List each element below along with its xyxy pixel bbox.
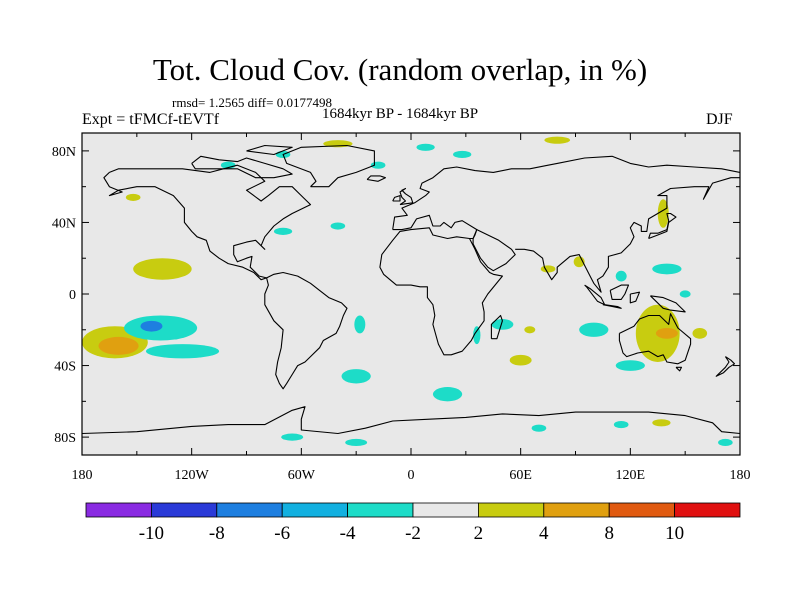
anomaly-patch xyxy=(692,327,708,339)
x-tick-label: 120W xyxy=(175,468,210,483)
colorbar-label: 8 xyxy=(604,523,614,544)
y-tick-label: 80N xyxy=(52,145,76,160)
x-tick-label: 180 xyxy=(72,468,93,483)
colorbar-label: -8 xyxy=(209,523,225,544)
anomaly-patch xyxy=(330,222,346,230)
anomaly-patch xyxy=(579,322,609,337)
anomaly-patch xyxy=(432,387,463,402)
coastline xyxy=(490,314,503,340)
colorbar-label: -4 xyxy=(340,523,356,544)
anomaly-patch xyxy=(281,433,304,441)
colorbar-label: 2 xyxy=(474,523,484,544)
coastline xyxy=(715,356,736,377)
anomaly-patch xyxy=(544,136,571,144)
anomaly-patch xyxy=(453,150,472,159)
period-label: 1684kyr BP - 1684kyr BP xyxy=(322,106,479,122)
plot-title: Tot. Cloud Cov. (random overlap, in %) xyxy=(152,52,648,87)
coastline xyxy=(515,177,740,293)
coastline xyxy=(103,164,312,281)
anomaly-patch xyxy=(509,354,532,366)
x-tick-label: 180 xyxy=(730,468,751,483)
coastline xyxy=(648,212,677,240)
anomaly-patch xyxy=(416,143,435,151)
stats-label: rmsd= 1.2565 diff= 0.0177498 xyxy=(172,95,332,110)
coastline xyxy=(282,144,375,188)
colorbar-swatch xyxy=(412,502,479,518)
colorbar: -10 -8 -6 -4 -2 2 4 8 10 xyxy=(85,502,741,544)
anomaly-patch xyxy=(354,315,366,334)
coastline xyxy=(472,229,516,272)
map-content xyxy=(82,136,740,447)
colorbar-label: -2 xyxy=(405,523,421,544)
season-label: DJF xyxy=(706,111,733,128)
anomaly-patch xyxy=(140,320,163,332)
x-tick-label: 120E xyxy=(616,468,646,483)
colorbar-swatch xyxy=(674,502,741,518)
colorbar-label: -6 xyxy=(274,523,290,544)
coastline xyxy=(650,295,686,313)
colorbar-swatch xyxy=(85,502,152,518)
anomaly-patch xyxy=(345,438,368,447)
colorbar-swatch xyxy=(543,502,610,518)
coastline xyxy=(602,304,622,309)
colorbar-swatch xyxy=(347,502,414,518)
y-tick-label: 80S xyxy=(54,431,76,446)
coastline xyxy=(618,313,692,365)
coastline xyxy=(392,155,740,230)
anomaly-patch xyxy=(679,290,691,298)
coastline xyxy=(399,187,414,206)
coastline xyxy=(366,175,386,182)
colorbar-label: 4 xyxy=(539,523,549,544)
coastline xyxy=(629,291,641,304)
anomaly-patch xyxy=(657,199,669,228)
anomaly-patch xyxy=(341,369,371,384)
anomaly-patch xyxy=(615,270,627,282)
colorbar-swatch xyxy=(216,502,283,518)
coastline xyxy=(191,155,293,179)
colorbar-label: 10 xyxy=(665,523,684,544)
colorbar-label: -10 xyxy=(139,523,164,544)
coastline xyxy=(609,284,630,300)
anomaly-patch xyxy=(652,263,682,275)
anomaly-patch xyxy=(718,438,733,447)
y-tick-label: 40N xyxy=(52,216,76,231)
x-tick-label: 0 xyxy=(408,468,415,483)
map-panel: 180 120W 60W 0 60E 120E 180 80N 40N 0 40S 80S xyxy=(52,132,751,483)
y-tick-label: 0 xyxy=(69,288,76,303)
anomaly-patch xyxy=(491,319,514,330)
anomaly-patch xyxy=(615,360,645,371)
x-tick-label: 60W xyxy=(288,468,316,483)
colorbar-swatch xyxy=(608,502,676,518)
y-tick-label: 40S xyxy=(54,360,76,375)
coastline xyxy=(82,406,740,435)
anomaly-patch xyxy=(540,265,556,273)
experiment-label: Expt = tFMCf-tEVTf xyxy=(82,111,220,128)
anomaly-patch xyxy=(133,258,192,280)
anomaly-patch xyxy=(145,344,220,359)
anomaly-patch xyxy=(613,421,629,429)
coastline xyxy=(246,144,293,156)
coastline xyxy=(392,195,401,202)
coastline xyxy=(379,227,503,356)
anomaly-patch xyxy=(524,326,536,334)
anomaly-patch xyxy=(125,193,141,201)
colorbar-swatch xyxy=(477,502,545,518)
anomaly-patch xyxy=(655,327,678,339)
anomaly-patch xyxy=(98,336,139,355)
x-tick-label: 60E xyxy=(509,468,532,483)
colorbar-swatch xyxy=(281,502,349,518)
anomaly-patch xyxy=(531,424,547,432)
anomaly-patch xyxy=(473,326,481,345)
anomaly-patch xyxy=(652,419,671,427)
coastline xyxy=(675,366,683,372)
coastline xyxy=(264,271,348,390)
colorbar-swatch xyxy=(150,502,218,518)
anomaly-patch xyxy=(273,227,293,235)
map-background xyxy=(82,133,740,455)
